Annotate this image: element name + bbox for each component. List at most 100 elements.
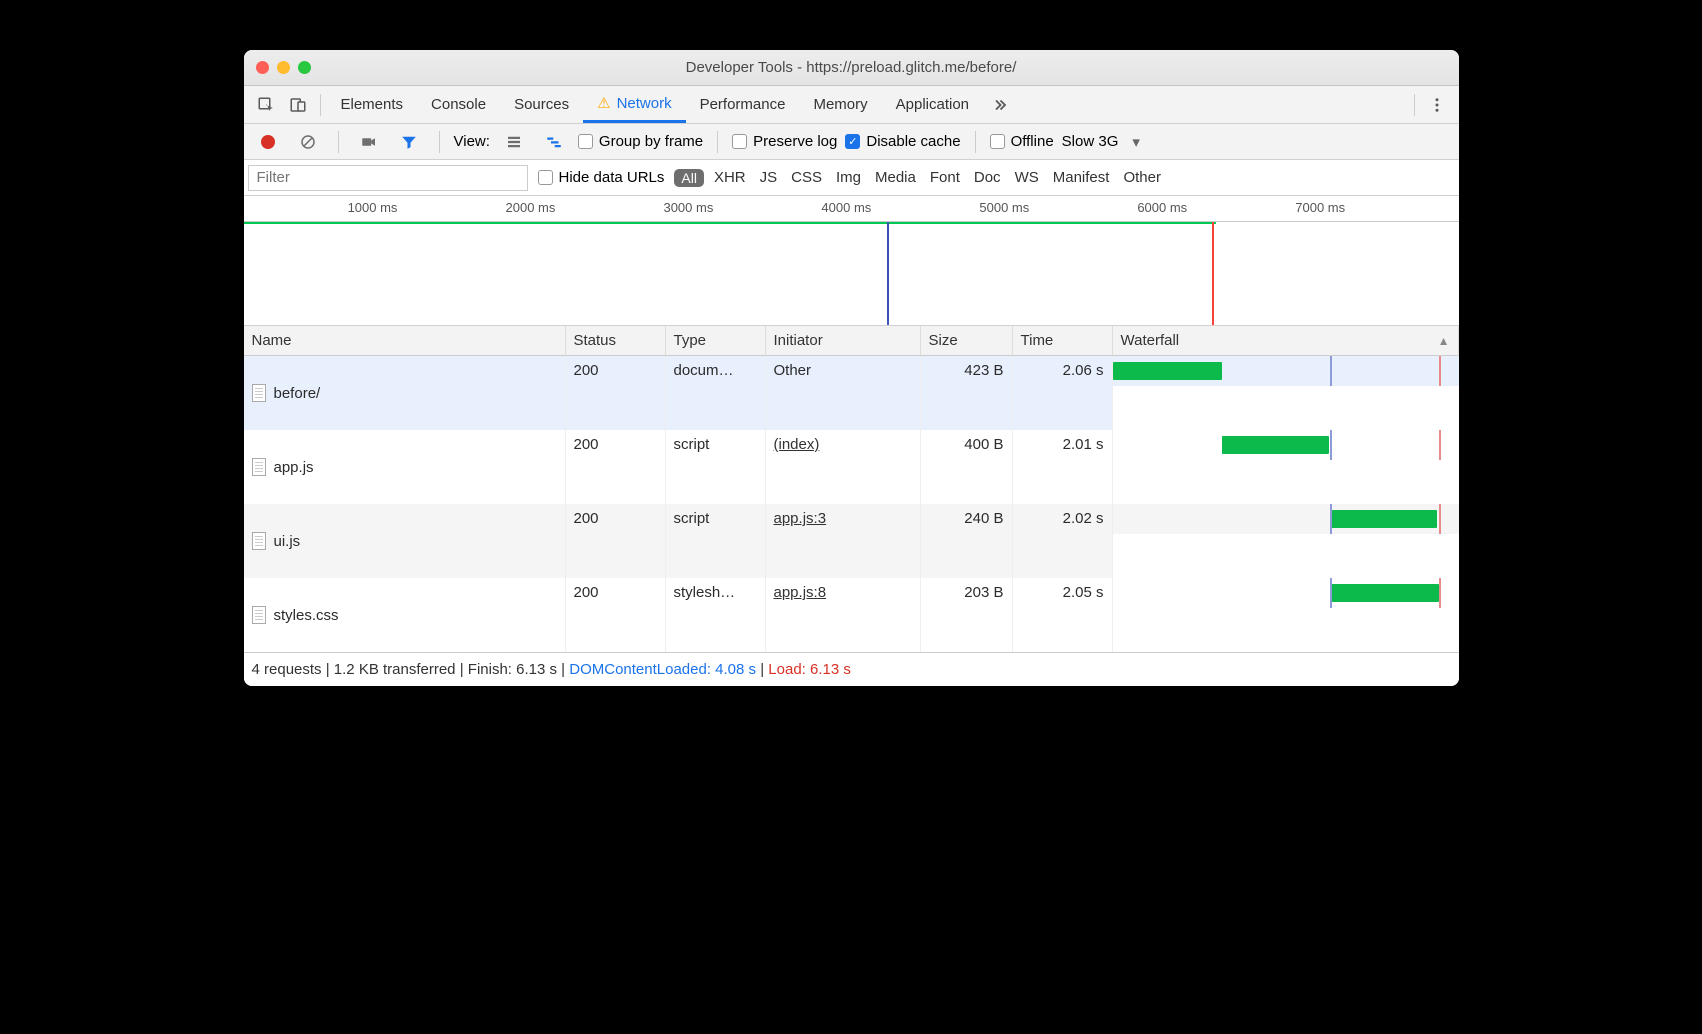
devtools-window: Developer Tools - https://preload.glitch… — [244, 50, 1459, 686]
timeline-body — [244, 222, 1459, 325]
filter-icon[interactable] — [393, 128, 425, 156]
timeline-ruler: 1000 ms2000 ms3000 ms4000 ms5000 ms6000 … — [244, 196, 1459, 222]
network-toolbar: View: Group by frame Preserve log ✓ Disa… — [244, 124, 1459, 160]
file-icon — [252, 532, 266, 550]
tab-elements[interactable]: Elements — [327, 86, 418, 123]
waterfall-load-line — [1439, 356, 1441, 386]
col-waterfall[interactable]: Waterfall▲ — [1113, 326, 1459, 356]
filter-type-css[interactable]: CSS — [791, 169, 822, 186]
request-name[interactable]: styles.css — [244, 578, 566, 652]
request-name[interactable]: app.js — [244, 430, 566, 504]
request-type: script — [666, 430, 766, 504]
ruler-tick: 1000 ms — [348, 200, 402, 215]
overview-icon[interactable] — [538, 128, 570, 156]
record-button[interactable] — [252, 128, 284, 156]
request-initiator: (index) — [766, 430, 921, 504]
checkbox-icon — [732, 134, 747, 149]
request-name[interactable]: before/ — [244, 356, 566, 430]
status-finish: Finish: 6.13 s — [468, 661, 557, 678]
request-time: 2.02 s — [1013, 504, 1113, 578]
request-time: 2.06 s — [1013, 356, 1113, 430]
offline-label: Offline — [1011, 133, 1054, 150]
filter-type-doc[interactable]: Doc — [974, 169, 1001, 186]
col-time[interactable]: Time — [1013, 326, 1113, 356]
col-status[interactable]: Status — [566, 326, 666, 356]
col-name[interactable]: Name — [244, 326, 566, 356]
filter-type-img[interactable]: Img — [836, 169, 861, 186]
checkbox-icon — [990, 134, 1005, 149]
filter-all[interactable]: All — [674, 169, 704, 187]
request-status: 200 — [566, 504, 666, 578]
status-transferred: 1.2 KB transferred — [334, 661, 456, 678]
waterfall-dcl-line — [1330, 430, 1332, 460]
tab-performance[interactable]: Performance — [686, 86, 800, 123]
request-initiator: app.js:3 — [766, 504, 921, 578]
request-type: stylesh… — [666, 578, 766, 652]
throttle-select[interactable]: Slow 3G ▾ — [1062, 133, 1140, 151]
status-dcl: DOMContentLoaded: 4.08 s — [569, 661, 756, 678]
request-waterfall[interactable] — [1113, 578, 1459, 608]
request-initiator: app.js:8 — [766, 578, 921, 652]
tab-network[interactable]: ⚠Network — [583, 86, 685, 123]
throttle-value: Slow 3G — [1062, 133, 1119, 150]
hide-data-urls-checkbox[interactable]: Hide data URLs — [538, 169, 665, 186]
request-type: docum… — [666, 356, 766, 430]
filter-type-xhr[interactable]: XHR — [714, 169, 746, 186]
col-initiator[interactable]: Initiator — [766, 326, 921, 356]
overview-request-line — [244, 222, 1216, 224]
camera-icon[interactable] — [353, 128, 385, 156]
ruler-tick: 6000 ms — [1137, 200, 1191, 215]
device-toggle-icon[interactable] — [282, 91, 314, 119]
filter-type-manifest[interactable]: Manifest — [1053, 169, 1110, 186]
request-waterfall[interactable] — [1113, 504, 1459, 534]
overview-load-line — [1212, 222, 1214, 325]
filter-type-media[interactable]: Media — [875, 169, 916, 186]
disable-cache-label: Disable cache — [866, 133, 960, 150]
chevron-down-icon: ▾ — [1132, 133, 1140, 151]
request-status: 200 — [566, 430, 666, 504]
filter-bar: Hide data URLs All XHR JS CSS Img Media Font D… — [244, 160, 1459, 196]
request-initiator: Other — [766, 356, 921, 430]
ruler-tick: 2000 ms — [506, 200, 560, 215]
titlebar: Developer Tools - https://preload.glitch… — [244, 50, 1459, 86]
request-waterfall[interactable] — [1113, 356, 1459, 386]
offline-checkbox[interactable]: Offline — [990, 133, 1054, 150]
waterfall-load-line — [1439, 578, 1441, 608]
filter-type-font[interactable]: Font — [930, 169, 960, 186]
waterfall-bar — [1330, 510, 1438, 528]
inspect-icon[interactable] — [250, 91, 282, 119]
large-rows-icon[interactable] — [498, 128, 530, 156]
divider — [320, 94, 321, 116]
filter-input[interactable] — [248, 165, 528, 191]
tab-console[interactable]: Console — [417, 86, 500, 123]
warning-icon: ⚠ — [597, 94, 610, 112]
kebab-menu-icon[interactable] — [1421, 91, 1453, 119]
view-label: View: — [454, 133, 490, 150]
filter-type-js[interactable]: JS — [760, 169, 778, 186]
more-tabs-icon[interactable] — [983, 91, 1015, 119]
timeline-overview[interactable]: 1000 ms2000 ms3000 ms4000 ms5000 ms6000 … — [244, 196, 1459, 326]
tab-application[interactable]: Application — [882, 86, 983, 123]
waterfall-load-line — [1439, 430, 1441, 460]
clear-icon[interactable] — [292, 128, 324, 156]
request-time: 2.01 s — [1013, 430, 1113, 504]
request-size: 203 B — [921, 578, 1013, 652]
group-by-frame-checkbox[interactable]: Group by frame — [578, 133, 703, 150]
preserve-log-checkbox[interactable]: Preserve log — [732, 133, 837, 150]
request-name[interactable]: ui.js — [244, 504, 566, 578]
filter-type-other[interactable]: Other — [1123, 169, 1161, 186]
col-type[interactable]: Type — [666, 326, 766, 356]
filter-type-ws[interactable]: WS — [1015, 169, 1039, 186]
disable-cache-checkbox[interactable]: ✓ Disable cache — [845, 133, 960, 150]
overview-dcl-line — [887, 222, 889, 325]
waterfall-dcl-line — [1330, 578, 1332, 608]
ruler-tick: 5000 ms — [979, 200, 1033, 215]
request-time: 2.05 s — [1013, 578, 1113, 652]
waterfall-bar — [1330, 584, 1439, 602]
hide-data-urls-label: Hide data URLs — [559, 169, 665, 186]
request-waterfall[interactable] — [1113, 430, 1459, 460]
tab-memory[interactable]: Memory — [799, 86, 881, 123]
col-size[interactable]: Size — [921, 326, 1013, 356]
waterfall-load-line — [1439, 504, 1441, 534]
tab-sources[interactable]: Sources — [500, 86, 583, 123]
